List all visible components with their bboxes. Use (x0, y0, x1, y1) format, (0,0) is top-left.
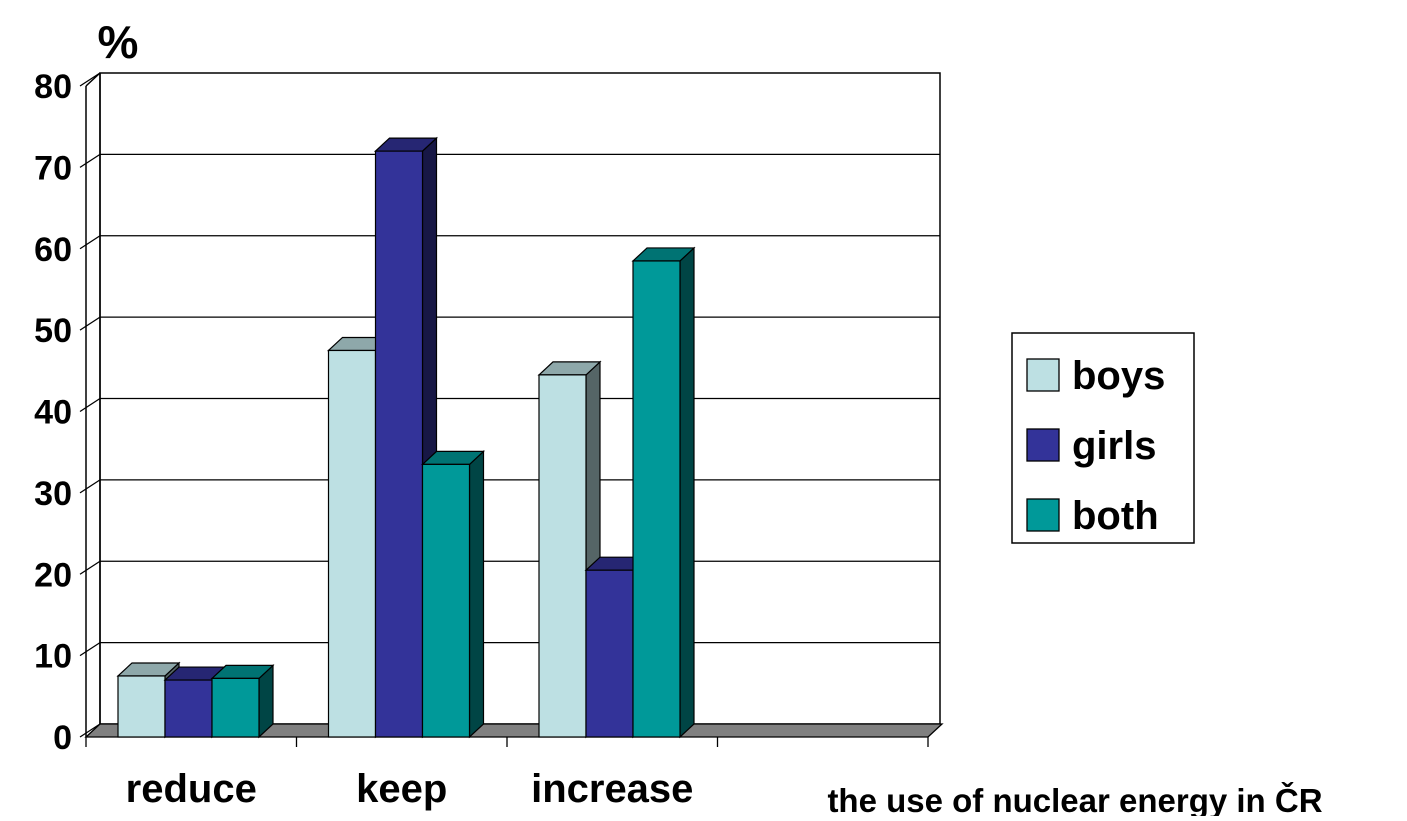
x-tick-label: keep (356, 767, 447, 811)
y-tick (79, 235, 101, 250)
bar-front (327, 349, 377, 738)
bar-front (585, 569, 634, 738)
y-tick (79, 642, 101, 657)
y-tick (79, 560, 101, 575)
y-axis-top-edge (85, 72, 101, 87)
bar-both-increase (631, 246, 696, 739)
axes: 0 10 20 30 40 50 60 70 80 reduce keep increase (34, 68, 929, 811)
legend-label-boys: boys (1072, 354, 1165, 398)
y-tick-label: 20 (34, 556, 72, 594)
x-tick-label: reduce (126, 767, 257, 811)
bar-front (632, 260, 681, 738)
legend-label-both: both (1072, 494, 1159, 538)
x-axis-label: the use of nuclear energy in ČR (827, 781, 1322, 816)
bar-side (679, 246, 695, 739)
gridlines (99, 72, 941, 725)
legend-swatch-girls (1026, 428, 1060, 462)
y-tick-label: 70 (34, 149, 72, 187)
y-axis-label: % (98, 16, 139, 68)
bar-front (117, 675, 166, 738)
legend-swatch-boys (1026, 358, 1060, 392)
legend-swatch-both (1026, 498, 1060, 532)
y-tick (79, 723, 101, 738)
bar-both-keep (420, 450, 486, 739)
y-tick-label: 0 (53, 719, 72, 757)
y-tick-label: 50 (34, 312, 72, 350)
y-tick (79, 397, 101, 413)
legend: boys girls both (1011, 332, 1195, 544)
bar-side (468, 450, 485, 739)
y-tick (79, 316, 101, 331)
y-tick-label: 60 (34, 231, 72, 269)
bar-front (164, 679, 213, 738)
y-tick-label: 80 (34, 68, 72, 106)
bar-both-reduce (210, 664, 275, 739)
y-tick-label: 40 (34, 394, 72, 432)
bar-front (374, 150, 424, 738)
bar-front (538, 374, 587, 738)
bar-front (211, 677, 260, 738)
y-tick-label: 30 (34, 475, 72, 513)
bars (116, 136, 696, 739)
bar-front (421, 463, 471, 738)
legend-label-girls: girls (1072, 424, 1156, 468)
y-tick-label: 10 (34, 638, 72, 676)
x-tick-label: increase (531, 767, 693, 811)
y-tick (79, 153, 101, 168)
y-tick (79, 479, 101, 494)
